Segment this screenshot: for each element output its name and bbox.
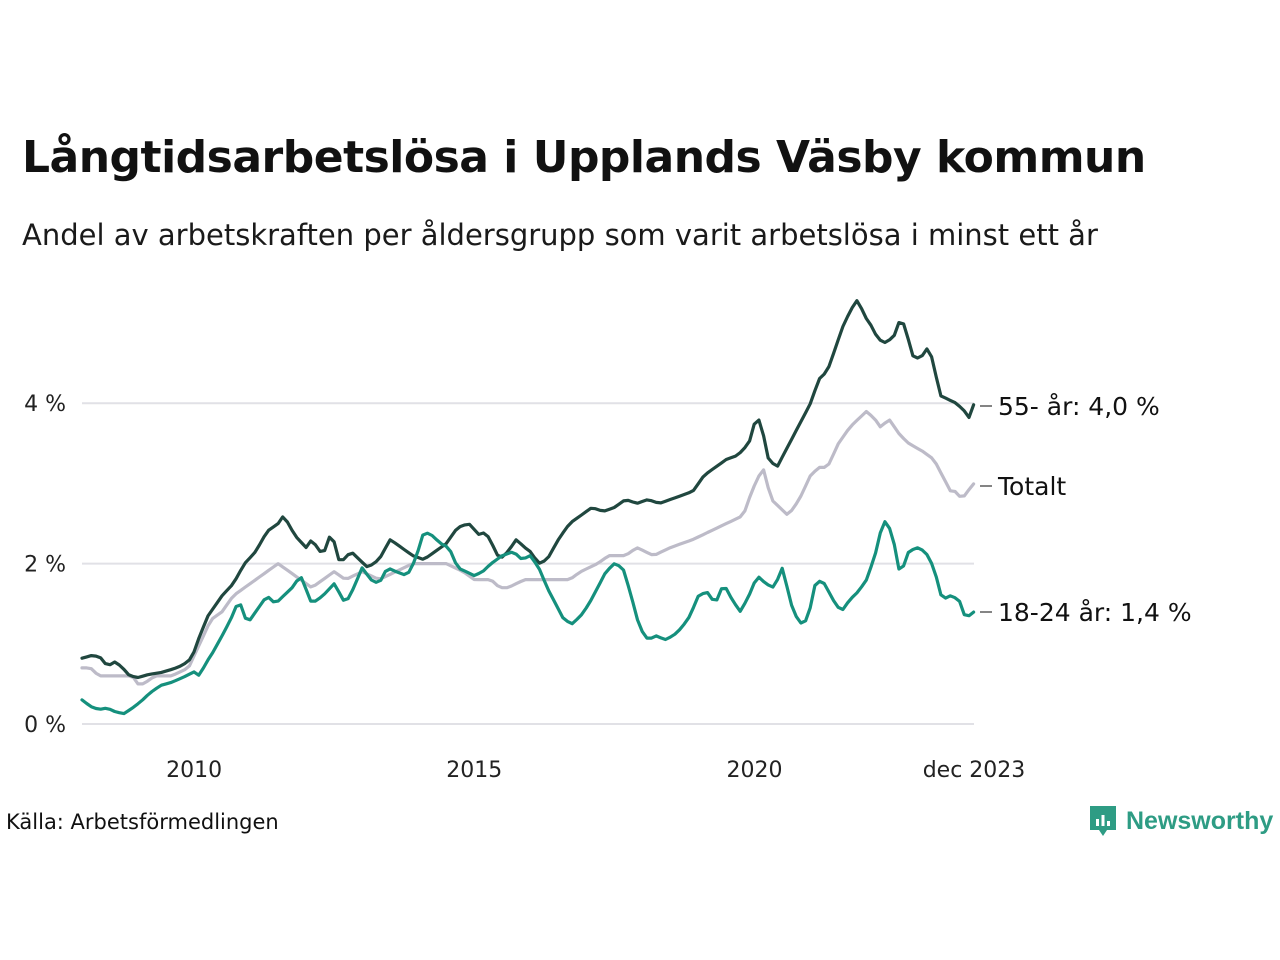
newsworthy-logo: Newsworthy (1088, 804, 1273, 838)
chart-subtitle: Andel av arbetskraften per åldersgrupp s… (22, 218, 1098, 252)
series-end-labels: Totalt 55- år: 4,0 % 18-24 år: 1,4 % (980, 392, 1192, 627)
y-tick-label: 2 % (24, 553, 66, 578)
end-label-totalt: Totalt (997, 472, 1066, 501)
y-axis-ticks: 0 % 2 % 4 % (24, 392, 66, 738)
x-tick-label: 2015 (446, 758, 502, 783)
y-tick-label: 4 % (24, 392, 66, 417)
newsworthy-logo-icon (1090, 806, 1116, 836)
grid-lines (82, 402, 974, 725)
end-label-55-r: 55- år: 4,0 % (998, 392, 1160, 421)
source-note: Källa: Arbetsförmedlingen (6, 810, 279, 834)
series-line-totalt (80, 409, 976, 686)
x-tick-label: 2010 (166, 758, 222, 783)
end-label-18-24-r: 18-24 år: 1,4 % (998, 598, 1192, 627)
brand-name: Newsworthy (1126, 806, 1274, 835)
chart-title: Långtidsarbetslösa i Upplands Väsby komm… (22, 132, 1146, 183)
x-tick-label: dec 2023 (923, 758, 1026, 783)
series-line-18-24-r (80, 520, 976, 716)
y-tick-label: 0 % (24, 713, 66, 738)
series-lines (80, 299, 976, 716)
series-line-55-r (80, 299, 976, 680)
x-tick-label: 2020 (726, 758, 782, 783)
x-axis-ticks: 2010 2015 2020 dec 2023 (166, 758, 1025, 783)
